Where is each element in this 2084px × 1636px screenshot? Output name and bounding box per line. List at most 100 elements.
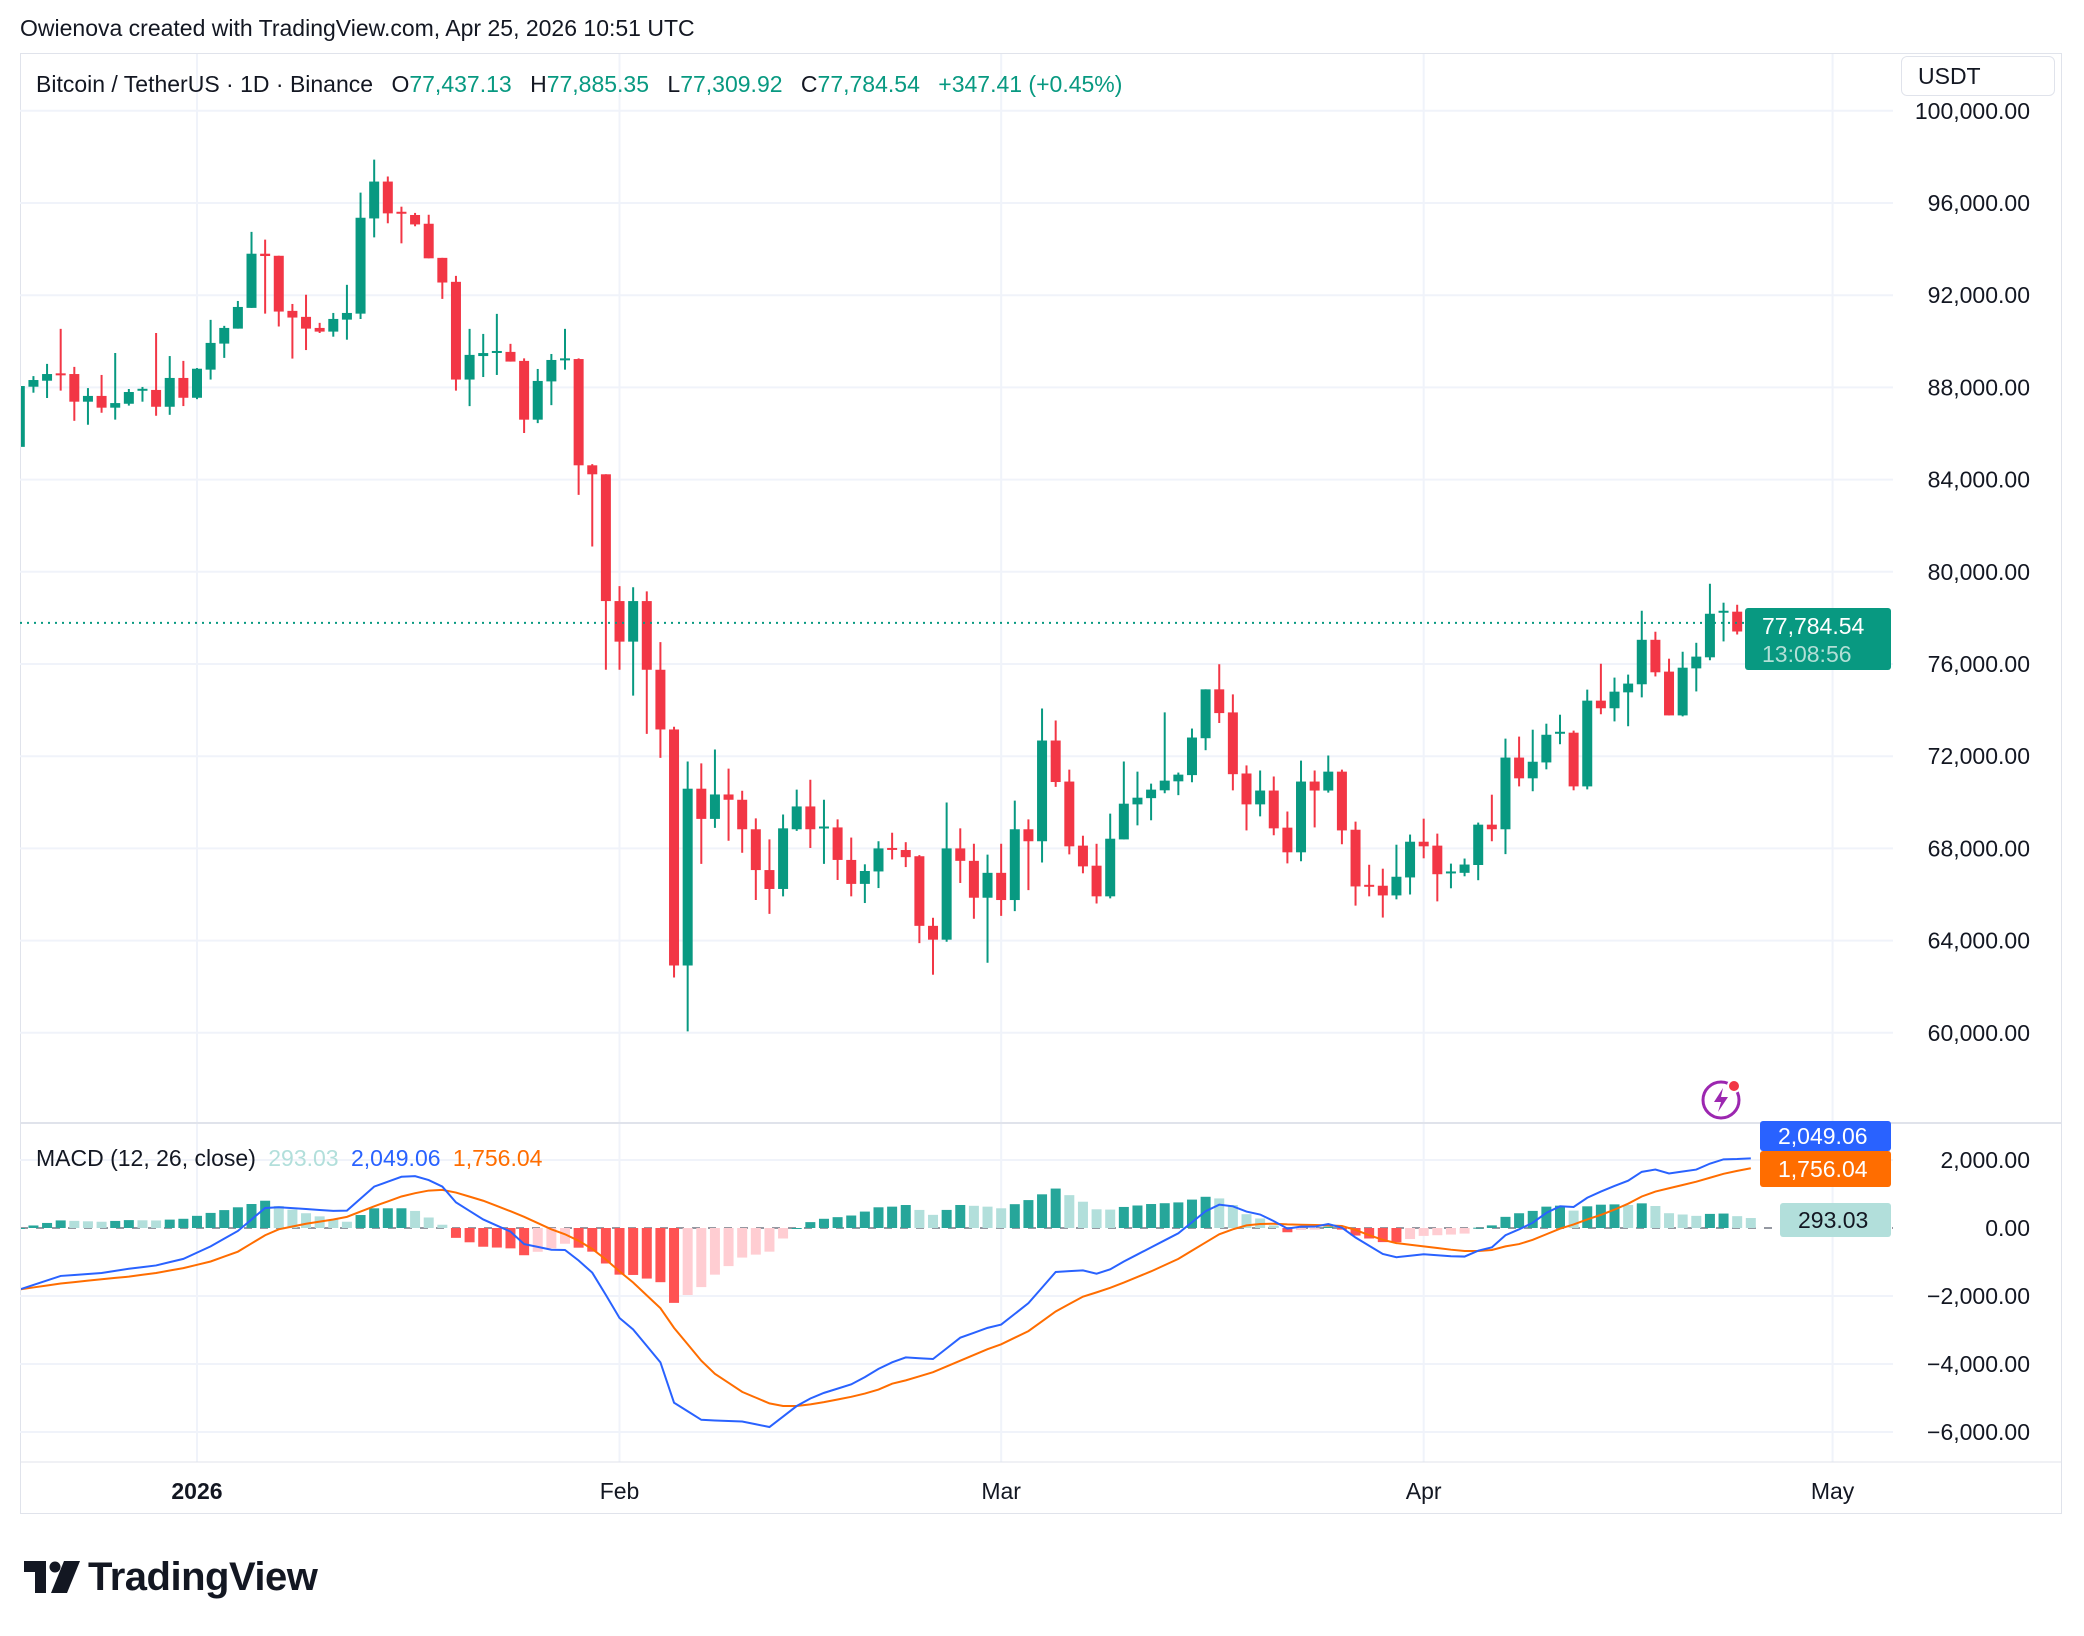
- macd-pane: [21, 1157, 1893, 1429]
- candle-body: [82, 395, 93, 402]
- macd-histogram-bar: [546, 1228, 557, 1249]
- macd-histogram-bar: [21, 1228, 25, 1229]
- candle: [1432, 833, 1443, 902]
- price-axis[interactable]: 100,000.00 96,000.00 92,000.00 88,000.00 84,…: [1915, 98, 2030, 1046]
- macd-legend: MACD (12, 26, close) 293.03 2,049.06 1,7…: [36, 1145, 542, 1172]
- symbol-legend: Bitcoin / TetherUS · 1D · Binance O77,43…: [36, 71, 1122, 98]
- candle: [1445, 863, 1456, 889]
- macd-axis[interactable]: 2,000.00 0.00 −2,000.00 −4,000.00 −6,000.00: [1927, 1147, 2030, 1445]
- candle: [437, 257, 448, 299]
- macd-histogram-bar: [1309, 1228, 1320, 1230]
- candle-body: [750, 829, 761, 871]
- macd-histogram-bar: [614, 1228, 625, 1275]
- macd-histogram-bar: [301, 1213, 312, 1228]
- candle-body: [232, 306, 243, 329]
- candle: [55, 328, 66, 391]
- candle-body: [546, 359, 557, 382]
- macd-histogram-bar: [1364, 1228, 1375, 1239]
- candle: [137, 386, 148, 402]
- candle-body: [437, 257, 448, 283]
- candle-body: [1677, 667, 1688, 716]
- lightning-bolt-icon[interactable]: [1700, 1077, 1744, 1121]
- candle: [1009, 800, 1020, 912]
- time-axis[interactable]: 2026 Feb Mar Apr May: [171, 1478, 1854, 1504]
- candle: [1568, 730, 1579, 791]
- candle-body: [1718, 610, 1729, 613]
- price-tick-label: 76,000.00: [1928, 651, 2030, 677]
- macd-histogram-bar: [1268, 1225, 1279, 1228]
- candle-body: [859, 870, 870, 884]
- candle-body: [682, 788, 693, 966]
- macd-histogram-bar: [164, 1219, 175, 1228]
- candle: [21, 386, 25, 447]
- candle-body: [1514, 757, 1525, 779]
- candle: [1350, 821, 1361, 906]
- candle: [1037, 708, 1048, 863]
- candle: [410, 212, 421, 227]
- time-tick-label: May: [1811, 1478, 1855, 1504]
- macd-histogram-bar: [1050, 1188, 1061, 1228]
- candle-body: [1391, 876, 1402, 896]
- candle: [968, 843, 979, 919]
- candle: [355, 192, 366, 319]
- candle-body: [478, 353, 489, 357]
- grid-lines: [20, 54, 1893, 1462]
- macd-histogram-bar: [1077, 1201, 1088, 1228]
- time-tick-label: Feb: [600, 1478, 640, 1504]
- macd-histogram-bar: [1473, 1227, 1484, 1229]
- macd-histogram-bar: [1650, 1206, 1661, 1228]
- candle-body: [669, 729, 680, 966]
- candle-body: [1146, 789, 1157, 799]
- candle: [1636, 610, 1647, 698]
- macd-histogram-bar: [1432, 1228, 1443, 1236]
- candle: [1077, 835, 1088, 874]
- candle: [301, 294, 312, 351]
- close-value: 77,784.54: [817, 71, 920, 97]
- candle: [1609, 677, 1620, 722]
- candle: [1336, 769, 1347, 845]
- candle-body: [1255, 790, 1266, 805]
- candle: [423, 214, 434, 259]
- candle: [791, 789, 802, 831]
- macd-histogram-bar: [723, 1228, 734, 1267]
- macd-histogram-bar: [369, 1208, 380, 1228]
- candle-body: [96, 395, 107, 408]
- macd-tick-label: 2,000.00: [1940, 1147, 2030, 1173]
- candle-body: [955, 848, 966, 861]
- candle: [560, 328, 570, 370]
- candle: [1514, 736, 1525, 787]
- candle: [941, 802, 952, 942]
- tradingview-logo[interactable]: TradingView: [24, 1555, 318, 1599]
- symbol-title[interactable]: Bitcoin / TetherUS · 1D · Binance: [36, 71, 374, 97]
- candle-body: [1037, 740, 1048, 842]
- macd-histogram-bar: [832, 1217, 843, 1228]
- candle-body: [723, 794, 734, 800]
- macd-histogram-bar: [205, 1212, 216, 1228]
- macd-histogram-bar: [1377, 1228, 1388, 1243]
- candle: [1541, 723, 1552, 770]
- candle-body: [69, 374, 80, 402]
- candle: [682, 761, 693, 1032]
- candle-body: [505, 351, 516, 362]
- macd-histogram-bar: [219, 1210, 230, 1228]
- candle-body: [55, 373, 66, 376]
- candle-body: [1732, 611, 1743, 632]
- candlestick-series: [21, 159, 1756, 1032]
- currency-button[interactable]: USDT: [1901, 56, 2055, 96]
- macd-histogram-bar: [982, 1206, 993, 1228]
- macd-signal-value: 1,756.04: [452, 1145, 543, 1171]
- macd-title[interactable]: MACD (12, 26, close): [36, 1145, 256, 1171]
- candle-body: [450, 281, 461, 380]
- candle: [1241, 765, 1252, 831]
- candle: [1268, 776, 1279, 836]
- candle: [1296, 760, 1307, 862]
- macd-histogram-bar: [1704, 1213, 1715, 1228]
- candle-body: [1077, 845, 1088, 867]
- candle-body: [369, 181, 380, 219]
- macd-histogram-bar: [1091, 1209, 1102, 1228]
- candle-body: [1023, 829, 1034, 842]
- macd-histogram-bar: [1623, 1205, 1634, 1228]
- macd-histogram-bar: [955, 1204, 966, 1228]
- candle-body: [123, 392, 134, 404]
